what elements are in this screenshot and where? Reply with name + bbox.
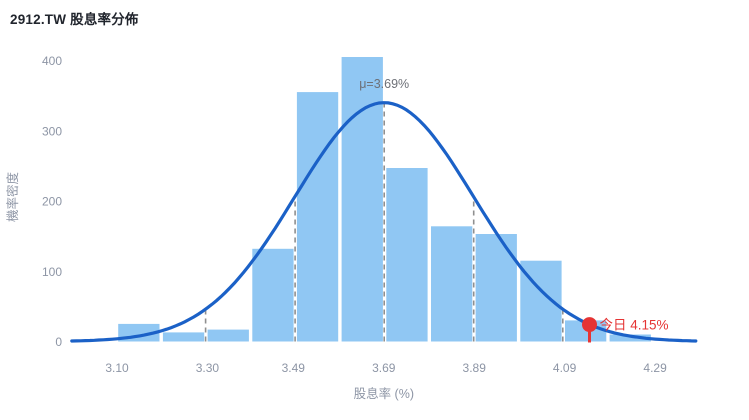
histogram-bar[interactable]	[162, 332, 205, 342]
x-tick-label: 3.30	[196, 361, 220, 375]
x-tick-label: 3.89	[463, 361, 487, 375]
histogram-bar[interactable]	[386, 168, 428, 342]
x-tick-label: 3.10	[105, 361, 129, 375]
histogram-bar[interactable]	[341, 57, 383, 342]
x-tick-label: 4.29	[643, 361, 667, 375]
y-axis-title: 機率密度	[5, 172, 20, 223]
x-tick-label: 4.09	[553, 361, 577, 375]
histogram-bar[interactable]	[475, 234, 517, 342]
histogram-bar[interactable]	[252, 248, 294, 342]
histogram-bar[interactable]	[296, 92, 339, 342]
histogram-bar[interactable]	[431, 226, 473, 342]
x-axis-title: 股息率 (%)	[354, 386, 414, 401]
y-tick-label: 400	[42, 54, 62, 68]
y-tick-label: 300	[42, 124, 62, 138]
mu-annotation: μ=3.69%	[359, 77, 409, 91]
histogram-bar[interactable]	[207, 329, 249, 342]
today-marker-dot[interactable]	[582, 317, 597, 333]
chart-title: 2912.TW 股息率分佈	[10, 12, 139, 27]
y-tick-label: 100	[42, 265, 62, 279]
x-tick-label: 3.49	[282, 361, 306, 375]
x-tick-label: 3.69	[372, 361, 396, 375]
y-tick-label: 0	[55, 335, 62, 349]
histogram-bar[interactable]	[609, 334, 651, 342]
y-tick-label: 200	[42, 195, 62, 209]
today-annotation: 今日 4.15%	[600, 317, 669, 332]
